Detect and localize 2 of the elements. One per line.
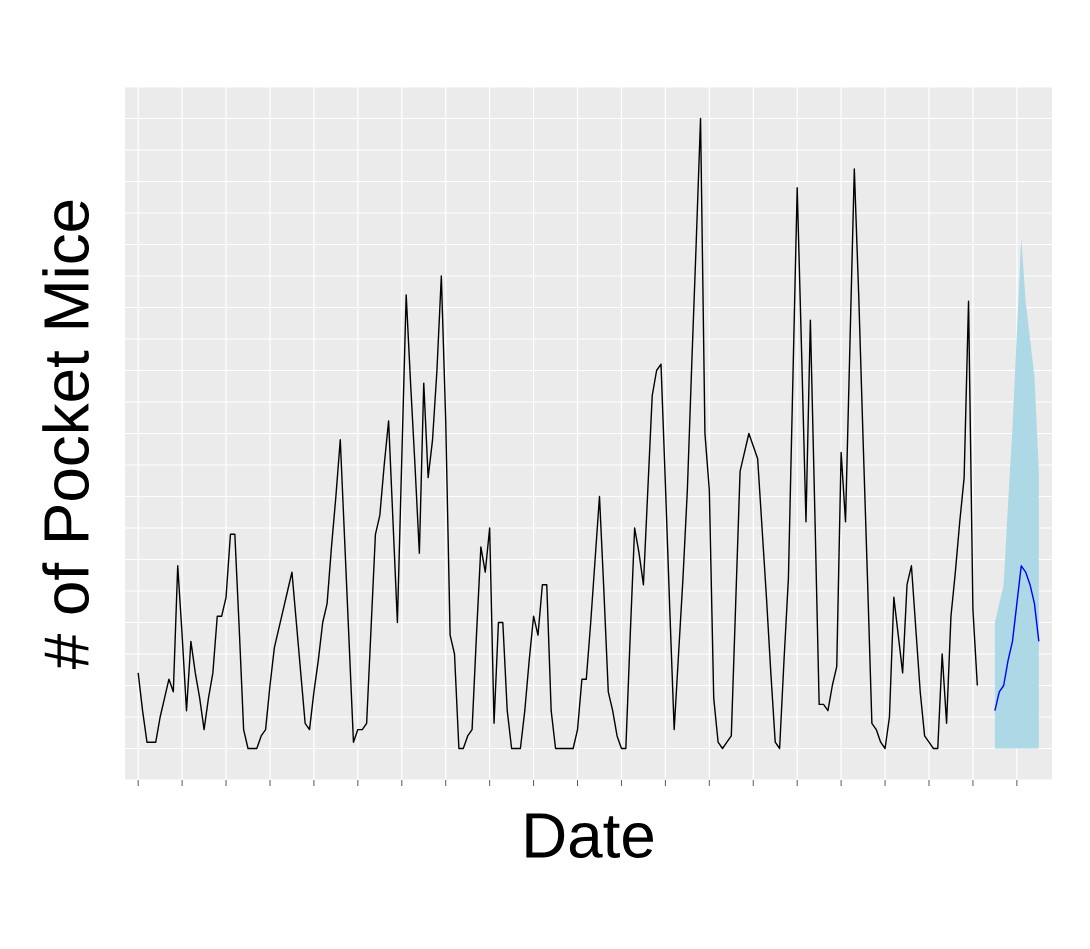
y-axis-title: # of Pocket Mice <box>42 200 90 669</box>
x-axis-title: Date <box>526 813 653 859</box>
